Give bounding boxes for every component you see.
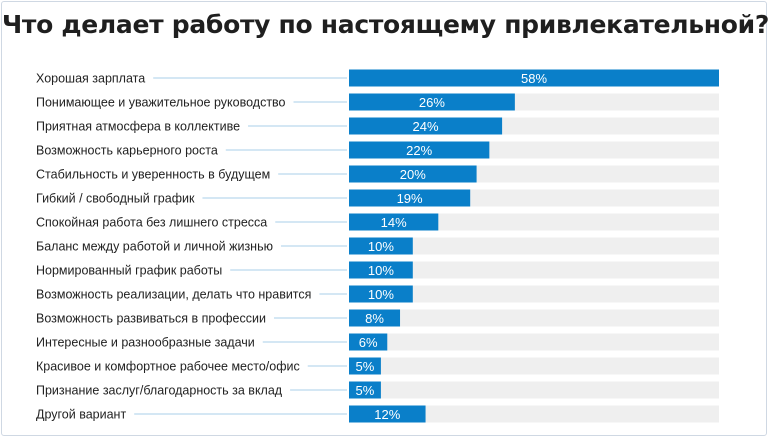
data-label: 10% xyxy=(368,239,394,254)
bar-row: Понимающее и уважительное руководство 26% xyxy=(36,93,719,111)
data-label: 20% xyxy=(400,167,426,182)
category-label: Возможность карьерного роста xyxy=(36,144,218,158)
category-label: Понимающее и уважительное руководство xyxy=(36,96,286,110)
data-label: 19% xyxy=(397,191,423,206)
bar-track xyxy=(349,285,719,303)
data-label: 6% xyxy=(359,335,378,350)
bar-row: Возможность развиваться в профессии 8% xyxy=(36,309,719,327)
bar xyxy=(349,69,719,87)
bar-track xyxy=(349,213,719,231)
bar-row: Приятная атмосфера в коллективе 24% xyxy=(36,117,719,135)
bar xyxy=(349,381,381,399)
data-label: 5% xyxy=(356,359,375,374)
bar xyxy=(349,285,413,303)
bar-row: Спокойная работа без лишнего стресса 14% xyxy=(36,213,719,231)
category-label: Гибкий / свободный график xyxy=(36,192,195,206)
bar-track xyxy=(349,381,719,399)
data-label: 10% xyxy=(368,263,394,278)
data-label: 26% xyxy=(419,95,445,110)
category-label: Баланс между работой и личной жизнью xyxy=(36,240,273,254)
category-label: Нормированный график работы xyxy=(36,264,222,278)
data-label: 14% xyxy=(381,215,407,230)
category-label: Стабильность и уверенность в будущем xyxy=(36,168,270,182)
bar-row: Стабильность и уверенность в будущем 20% xyxy=(36,165,719,183)
bar-row: Баланс между работой и личной жизнью 10% xyxy=(36,237,719,255)
data-label: 12% xyxy=(374,407,400,422)
bar xyxy=(349,333,388,351)
bar xyxy=(349,309,401,327)
data-label: 10% xyxy=(368,287,394,302)
bar-row: Нормированный график работы 10% xyxy=(36,261,719,279)
bar-track xyxy=(349,237,719,255)
category-label: Возможность развиваться в профессии xyxy=(36,312,266,326)
bar xyxy=(349,213,439,231)
bar-row: Красивое и комфортное рабочее место/офис… xyxy=(36,357,719,375)
bar xyxy=(349,93,515,111)
chart-title: Что делает работу по настоящему привлека… xyxy=(2,10,768,39)
category-label: Спокойная работа без лишнего стресса xyxy=(36,216,267,230)
data-label: 24% xyxy=(413,119,439,134)
category-label: Приятная атмосфера в коллективе xyxy=(36,120,240,134)
bar-row: Возможность карьерного роста 22% xyxy=(36,141,719,159)
category-label: Признание заслуг/благодарность за вклад xyxy=(36,384,283,398)
bar-track xyxy=(349,405,719,423)
category-label: Возможность реализации, делать что нрави… xyxy=(36,288,311,302)
bar-track xyxy=(349,261,719,279)
bar-row: Гибкий / свободный график 19% xyxy=(36,189,719,207)
data-label: 22% xyxy=(406,143,432,158)
data-label: 5% xyxy=(356,383,375,398)
bar xyxy=(349,405,426,423)
bar-track xyxy=(349,333,719,351)
category-label: Хорошая зарплата xyxy=(36,72,145,86)
bar xyxy=(349,189,471,207)
bar xyxy=(349,141,490,159)
bar xyxy=(349,261,413,279)
bar-row: Возможность реализации, делать что нрави… xyxy=(36,285,719,303)
bar-row: Хорошая зарплата 58% xyxy=(36,69,719,87)
data-label: 58% xyxy=(521,71,547,86)
bar-row: Интересные и разнообразные задачи 6% xyxy=(36,333,719,351)
category-label: Другой вариант xyxy=(36,408,126,422)
bar xyxy=(349,117,503,135)
data-label: 8% xyxy=(365,311,384,326)
category-label: Интересные и разнообразные задачи xyxy=(36,336,255,350)
bar xyxy=(349,357,381,375)
bar-row: Другой вариант 12% xyxy=(36,405,719,423)
bar-track xyxy=(349,357,719,375)
bar-track xyxy=(349,309,719,327)
category-label: Красивое и комфортное рабочее место/офис xyxy=(36,360,300,374)
bar xyxy=(349,237,413,255)
bar-row: Признание заслуг/благодарность за вклад 5… xyxy=(36,381,719,399)
bar xyxy=(349,165,477,183)
